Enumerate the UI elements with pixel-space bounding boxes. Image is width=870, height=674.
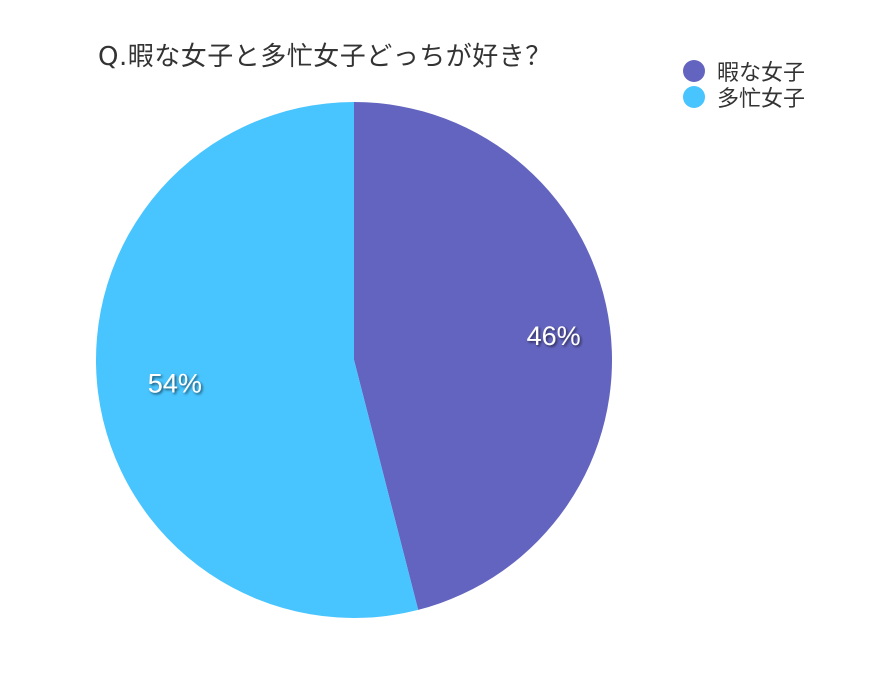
slice-hima [354, 102, 613, 610]
chart-title: Q.暇な女子と多忙女子どっちが好き？ [98, 42, 552, 72]
legend-label-tabou: 多忙女子 [717, 87, 806, 112]
slice-label-tabou: 54% [148, 369, 202, 399]
slice-label-hima: 46% [527, 321, 581, 351]
legend: 暇な女子 多忙女子 [683, 58, 806, 112]
legend-label-hima: 暇な女子 [717, 61, 806, 86]
legend-item-tabou: 多忙女子 [683, 84, 806, 112]
legend-swatch-tabou [683, 86, 705, 108]
legend-item-hima: 暇な女子 [683, 58, 806, 86]
legend-swatch-hima [683, 60, 705, 82]
slice-tabou [96, 102, 419, 618]
